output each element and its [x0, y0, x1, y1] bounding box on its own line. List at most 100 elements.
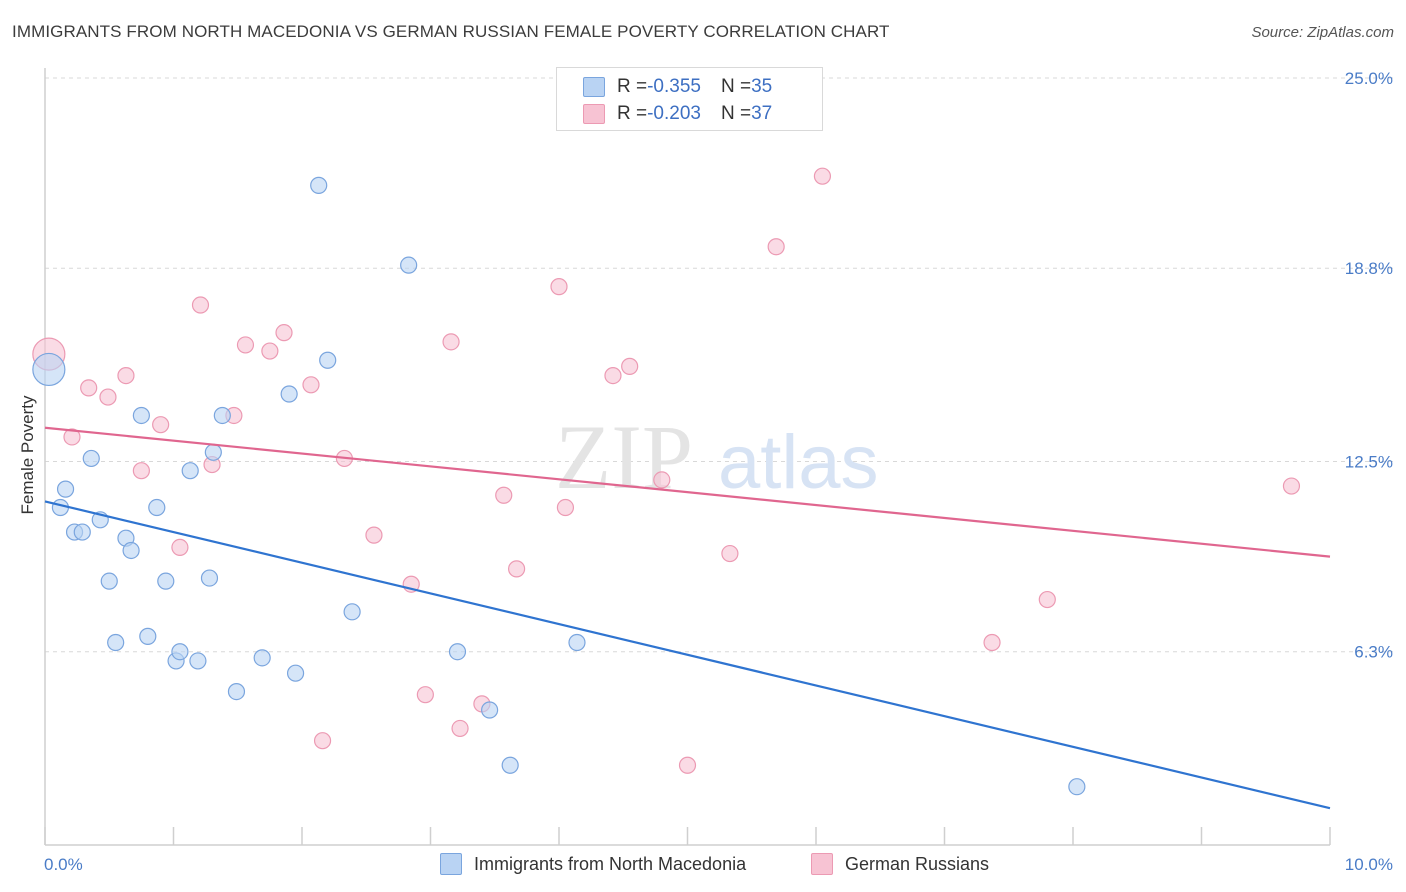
point-north-macedonia — [189, 652, 207, 670]
point-german-russians — [495, 486, 513, 504]
point-north-macedonia — [319, 351, 337, 369]
point-german-russians — [721, 544, 739, 563]
point-german-russians — [604, 366, 622, 385]
point-german-russians — [813, 167, 832, 185]
x-tick-label: 10.0% — [1345, 855, 1393, 874]
bottom-legend-north-macedonia: Immigrants from North Macedonia — [440, 852, 746, 876]
legend-r-value: -0.355 — [647, 76, 701, 97]
chart-title: IMMIGRANTS FROM NORTH MACEDONIA VS GERMA… — [12, 22, 890, 41]
point-german-russians — [550, 278, 568, 296]
point-german-russians — [1038, 590, 1056, 609]
y-tick-label: 12.5% — [1345, 453, 1393, 472]
point-north-macedonia — [73, 523, 91, 541]
y-tick-label: 18.8% — [1345, 259, 1393, 278]
point-german-russians — [451, 719, 469, 738]
source-credit: Source: ZipAtlas.com — [1251, 24, 1394, 41]
point-german-russians — [767, 238, 785, 256]
point-north-macedonia — [400, 256, 418, 274]
point-german-russians — [171, 538, 189, 557]
bottom-legend-german-russians: German Russians — [811, 852, 989, 876]
point-german-russians — [236, 336, 255, 354]
point-north-macedonia — [148, 498, 166, 517]
point-north-macedonia — [227, 682, 246, 701]
legend-row-german-russians: R = -0.203 N = 37 — [583, 101, 772, 127]
bottom-legend-swatch-pink — [811, 853, 833, 875]
trend-lines — [44, 426, 1331, 810]
point-north-macedonia — [204, 443, 222, 461]
point-german-russians — [1282, 477, 1301, 495]
point-north-macedonia — [568, 633, 586, 652]
watermark-zip: ZIP — [555, 406, 693, 508]
point-north-macedonia — [213, 406, 231, 425]
watermark: ZIP atlas — [555, 406, 879, 508]
point-north-macedonia — [200, 569, 219, 587]
series-north-macedonia — [32, 176, 1086, 796]
legend-n-value: 37 — [751, 103, 773, 124]
point-german-russians — [275, 324, 293, 342]
trend-line-north-macedonia — [44, 500, 1331, 810]
point-german-russians — [80, 379, 98, 397]
point-north-macedonia — [280, 385, 298, 403]
point-north-macedonia — [32, 352, 66, 387]
point-north-macedonia — [343, 603, 361, 621]
legend-r-label: R = — [617, 103, 648, 124]
legend-n-value: 35 — [751, 76, 773, 97]
legend-n-label: N = — [720, 76, 752, 97]
legend-r-label: R = — [617, 76, 648, 97]
point-north-macedonia — [253, 649, 271, 667]
point-north-macedonia — [310, 176, 328, 194]
y-tick-label: 6.3% — [1354, 643, 1393, 662]
bottom-legend-swatch-blue — [440, 853, 462, 875]
point-german-russians — [117, 366, 135, 385]
point-north-macedonia — [1068, 778, 1086, 796]
point-german-russians — [556, 498, 575, 517]
point-north-macedonia — [448, 643, 467, 661]
bottom-legend-label: German Russians — [845, 853, 990, 874]
legend-swatch-blue — [583, 77, 605, 97]
point-north-macedonia — [157, 572, 175, 590]
series-layer — [32, 167, 1301, 796]
point-north-macedonia — [181, 462, 199, 480]
axes — [44, 68, 1331, 846]
stats-legend: R = -0.355 N = 35 R = -0.203 N = 37 — [556, 67, 823, 131]
y-axis-label: Female Poverty — [18, 395, 37, 515]
point-north-macedonia — [122, 541, 140, 560]
point-german-russians — [653, 471, 671, 489]
legend-r-value: -0.203 — [647, 103, 701, 124]
point-german-russians — [678, 756, 697, 774]
point-german-russians — [261, 342, 279, 360]
point-german-russians — [313, 732, 332, 750]
point-north-macedonia — [501, 756, 519, 774]
point-north-macedonia — [82, 449, 100, 468]
grid-lines — [45, 77, 1395, 653]
y-tick-labels: 6.3% 12.5% 18.8% 25.0% — [1345, 69, 1393, 662]
point-north-macedonia — [132, 406, 150, 425]
point-german-russians — [152, 416, 170, 434]
point-north-macedonia — [56, 480, 75, 498]
point-german-russians — [191, 296, 210, 314]
point-german-russians — [507, 560, 526, 578]
point-german-russians — [302, 376, 320, 394]
point-german-russians — [63, 428, 81, 446]
point-german-russians — [442, 333, 460, 351]
legend-swatch-pink — [583, 104, 605, 124]
point-north-macedonia — [171, 643, 189, 661]
point-north-macedonia — [139, 627, 157, 645]
point-german-russians — [416, 686, 434, 704]
legend-n-label: N = — [720, 103, 752, 124]
point-north-macedonia — [481, 701, 499, 719]
point-german-russians — [365, 526, 383, 544]
x-tick-labels: 0.0% 10.0% — [44, 855, 1393, 874]
legend-row-north-macedonia: R = -0.355 N = 35 — [583, 74, 772, 100]
y-tick-label: 25.0% — [1345, 69, 1393, 88]
trend-line-german-russians — [44, 426, 1331, 558]
point-german-russians — [983, 633, 1001, 652]
watermark-atlas: atlas — [718, 420, 879, 505]
point-north-macedonia — [107, 633, 125, 652]
point-north-macedonia — [286, 664, 305, 682]
point-german-russians — [132, 462, 150, 480]
x-tick-label: 0.0% — [44, 855, 83, 874]
point-north-macedonia — [100, 572, 118, 590]
point-german-russians — [621, 357, 639, 375]
